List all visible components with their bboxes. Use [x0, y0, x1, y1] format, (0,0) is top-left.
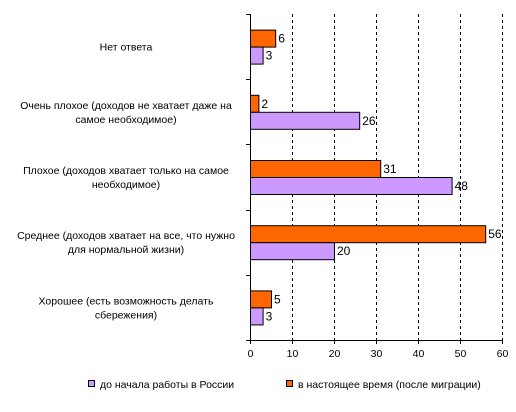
category-label: Хорошее (есть возможность делать сбережен… [39, 295, 214, 321]
x-tick-labels: 0 10 20 30 40 50 60 [248, 348, 509, 360]
legend: до начала работы в России в настоящее вре… [88, 379, 481, 391]
legend-label: в настоящее время (после миграции) [298, 379, 481, 391]
category-label: Нет ответа [100, 42, 153, 54]
legend-label: до начала работы в России [100, 379, 234, 391]
bar-after-4 [250, 290, 272, 309]
bar-after-1 [250, 94, 260, 113]
bar-after-2 [250, 160, 382, 178]
data-label: 20 [337, 244, 351, 258]
bar-before-0 [250, 46, 264, 65]
category-labels: Нет ответа Очень плохое (доходов не хвата… [17, 42, 235, 322]
x-tick-label: 60 [497, 348, 509, 360]
legend-swatch [286, 380, 293, 387]
bar-before-2 [250, 177, 453, 195]
data-label: 56 [488, 227, 502, 241]
category-label: Очень плохое (доходов не хватает даже на… [20, 100, 232, 126]
x-tick-label: 40 [413, 348, 425, 360]
data-label: 48 [455, 179, 469, 193]
x-tick-label: 50 [455, 348, 467, 360]
category-label: Среднее (доходов хватает на все, что нуж… [17, 230, 235, 256]
bar-after-0 [250, 29, 277, 48]
data-label: 3 [266, 49, 273, 63]
data-label: 3 [266, 309, 273, 323]
x-tick-label: 0 [248, 348, 254, 360]
data-label: 6 [278, 32, 285, 46]
bar-before-1 [250, 111, 361, 130]
legend-swatch [88, 380, 95, 387]
category-label: Плохое (доходов хватает только на самое н… [23, 165, 229, 191]
data-label: 31 [383, 162, 397, 176]
x-tick-label: 20 [329, 348, 341, 360]
data-label: 26 [362, 114, 376, 128]
bar-before-3 [250, 242, 335, 261]
data-label: 2 [261, 97, 268, 111]
axes [246, 14, 503, 344]
x-tick-label: 10 [287, 348, 299, 360]
x-tick-label: 30 [371, 348, 383, 360]
bar-before-4 [250, 307, 264, 326]
bars [250, 29, 487, 326]
data-label: 5 [274, 292, 281, 306]
bar-after-3 [250, 225, 487, 244]
